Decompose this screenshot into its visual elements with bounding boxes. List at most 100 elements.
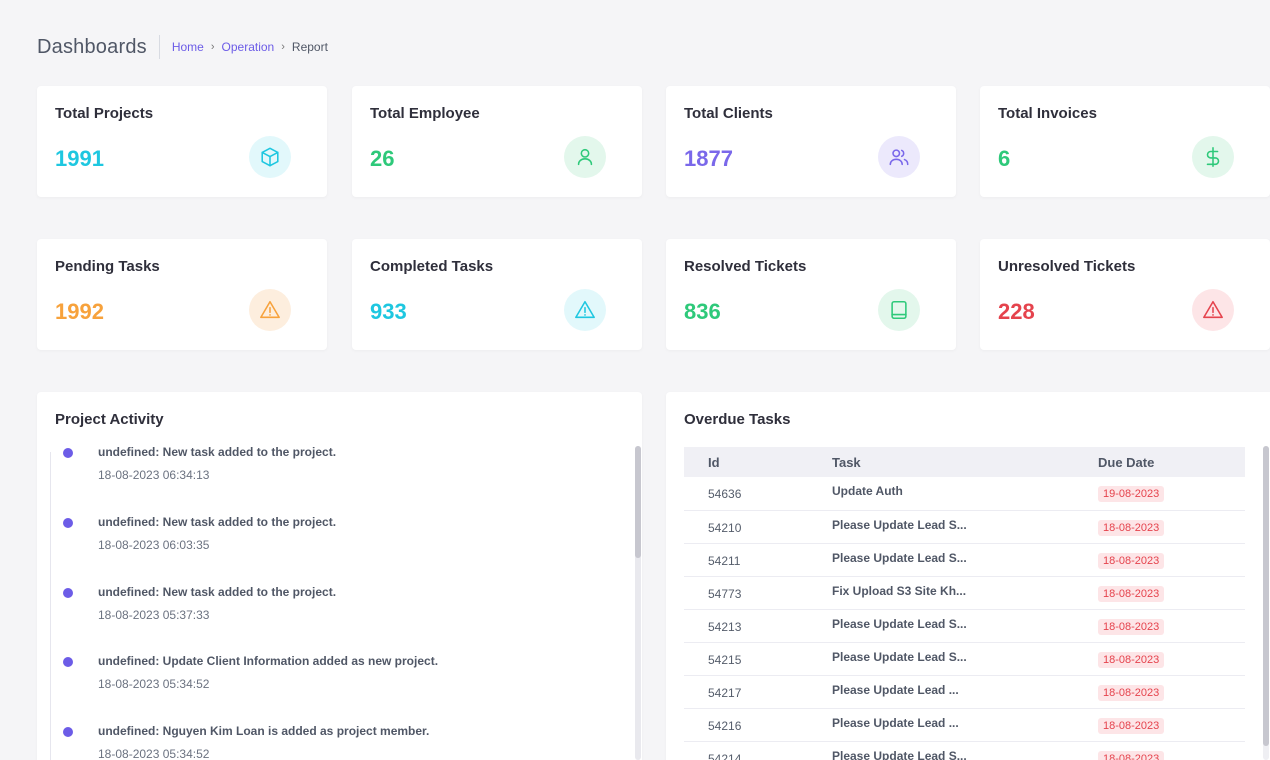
activity-text: undefined: New task added to the project… — [98, 515, 337, 529]
breadcrumb: Home › Operation › Report — [172, 40, 328, 54]
task-name: Update Auth — [808, 477, 1074, 511]
due-date-badge: 18-08-2023 — [1098, 750, 1165, 760]
users-icon — [878, 136, 920, 178]
task-name: Please Update Lead S... — [808, 642, 1074, 676]
stat-label: Total Employee — [370, 105, 480, 122]
project-activity-panel: Project Activity undefined: New task add… — [37, 392, 642, 760]
breadcrumb-operation[interactable]: Operation — [221, 40, 275, 54]
chevron-right-icon: › — [281, 41, 285, 53]
overdue-tasks-panel: Overdue Tasks Id Task Due Date 54636 Upd… — [666, 392, 1270, 760]
due-date-cell: 19-08-2023 — [1074, 477, 1245, 511]
timeline-dot-icon — [63, 657, 73, 667]
stat-label: Completed Tasks — [370, 258, 494, 275]
due-date-badge: 18-08-2023 — [1098, 585, 1165, 602]
overdue-scrollbar[interactable] — [1263, 446, 1269, 760]
task-id: 54215 — [684, 642, 808, 676]
task-id: 54217 — [684, 675, 808, 709]
activity-time: 18-08-2023 06:03:35 — [98, 538, 210, 552]
stat-card-total-invoices[interactable]: Total Invoices 6 — [980, 86, 1270, 197]
activity-scrollbar-thumb[interactable] — [635, 446, 641, 558]
task-name: Fix Upload S3 Site Kh... — [808, 576, 1074, 610]
overdue-tasks-table: Id Task Due Date 54636 Update Auth 19-08… — [684, 447, 1245, 760]
stat-card-total-employee[interactable]: Total Employee 26 — [352, 86, 642, 197]
due-date-badge: 19-08-2023 — [1098, 486, 1165, 502]
task-name: Please Update Lead S... — [808, 741, 1074, 760]
activity-time: 18-08-2023 05:37:33 — [98, 608, 210, 622]
header-divider — [158, 35, 160, 59]
stat-card-resolved-tickets[interactable]: Resolved Tickets 836 — [666, 239, 956, 350]
task-name: Please Update Lead S... — [808, 543, 1074, 577]
task-name: Please Update Lead ... — [808, 675, 1074, 709]
column-header-id[interactable]: Id — [684, 447, 808, 477]
due-date-badge: 18-08-2023 — [1098, 717, 1165, 734]
overdue-tasks-title: Overdue Tasks — [684, 411, 791, 428]
page-header: Dashboards Home › Operation › Report — [37, 34, 328, 60]
column-header-due-date[interactable]: Due Date — [1074, 447, 1245, 477]
stat-card-completed-tasks[interactable]: Completed Tasks 933 — [352, 239, 642, 350]
stat-card-total-clients[interactable]: Total Clients 1877 — [666, 86, 956, 197]
table-row[interactable]: 54636 Update Auth 19-08-2023 — [684, 477, 1245, 511]
stat-card-pending-tasks[interactable]: Pending Tasks 1992 — [37, 239, 327, 350]
warning-icon — [564, 289, 606, 331]
table-row[interactable]: 54210 Please Update Lead S... 18-08-2023 — [684, 510, 1245, 544]
task-id: 54213 — [684, 609, 808, 643]
table-row[interactable]: 54214 Please Update Lead S... 18-08-2023 — [684, 741, 1245, 760]
timeline-dot-icon — [63, 588, 73, 598]
due-date-badge: 18-08-2023 — [1098, 651, 1165, 668]
warning-icon — [249, 289, 291, 331]
task-name: Please Update Lead ... — [808, 708, 1074, 742]
due-date-cell: 18-08-2023 — [1074, 543, 1245, 577]
book-icon — [878, 289, 920, 331]
table-row[interactable]: 54217 Please Update Lead ... 18-08-2023 — [684, 675, 1245, 709]
task-id: 54210 — [684, 510, 808, 544]
task-id: 54773 — [684, 576, 808, 610]
task-id: 54214 — [684, 741, 808, 760]
stat-label: Total Invoices — [998, 105, 1097, 122]
stat-label: Total Clients — [684, 105, 773, 122]
column-header-task[interactable]: Task — [808, 447, 1074, 477]
due-date-cell: 18-08-2023 — [1074, 609, 1245, 643]
project-activity-title: Project Activity — [55, 411, 164, 428]
overdue-scrollbar-thumb[interactable] — [1263, 446, 1269, 746]
stat-label: Resolved Tickets — [684, 258, 807, 275]
due-date-badge: 18-08-2023 — [1098, 618, 1165, 635]
breadcrumb-report: Report — [291, 40, 328, 54]
stat-value: 1991 — [55, 146, 104, 171]
table-row[interactable]: 54773 Fix Upload S3 Site Kh... 18-08-202… — [684, 576, 1245, 610]
stat-value: 6 — [998, 146, 1011, 171]
stat-card-unresolved-tickets[interactable]: Unresolved Tickets 228 — [980, 239, 1270, 350]
timeline-dot-icon — [63, 518, 73, 528]
activity-text: undefined: New task added to the project… — [98, 445, 337, 459]
box-icon — [249, 136, 291, 178]
breadcrumb-home[interactable]: Home — [171, 40, 204, 54]
due-date-cell: 18-08-2023 — [1074, 675, 1245, 709]
activity-text: undefined: New task added to the project… — [98, 585, 337, 599]
timeline-dot-icon — [63, 448, 73, 458]
due-date-cell: 18-08-2023 — [1074, 576, 1245, 610]
timeline-line — [50, 452, 51, 760]
table-row[interactable]: 54211 Please Update Lead S... 18-08-2023 — [684, 543, 1245, 577]
task-id: 54211 — [684, 543, 808, 577]
activity-text: undefined: Update Client Information add… — [98, 654, 439, 668]
table-row[interactable]: 54215 Please Update Lead S... 18-08-2023 — [684, 642, 1245, 676]
stat-value: 228 — [998, 299, 1035, 324]
due-date-cell: 18-08-2023 — [1074, 708, 1245, 742]
stat-value: 1877 — [684, 146, 733, 171]
table-row[interactable]: 54216 Please Update Lead ... 18-08-2023 — [684, 708, 1245, 742]
activity-scrollbar[interactable] — [635, 446, 641, 760]
activity-time: 18-08-2023 05:34:52 — [98, 747, 210, 760]
stat-value: 1992 — [55, 299, 104, 324]
activity-time: 18-08-2023 05:34:52 — [98, 677, 210, 691]
table-row[interactable]: 54213 Please Update Lead S... 18-08-2023 — [684, 609, 1245, 643]
table-header-row: Id Task Due Date — [684, 447, 1245, 477]
due-date-cell: 18-08-2023 — [1074, 642, 1245, 676]
dollar-icon — [1192, 136, 1234, 178]
activity-text: undefined: Nguyen Kim Loan is added as p… — [98, 724, 430, 738]
timeline-dot-icon — [63, 727, 73, 737]
stat-card-total-projects[interactable]: Total Projects 1991 — [37, 86, 327, 197]
due-date-cell: 18-08-2023 — [1074, 510, 1245, 544]
stat-label: Total Projects — [55, 105, 154, 122]
stat-value: 836 — [684, 299, 721, 324]
chevron-right-icon: › — [210, 41, 215, 53]
warning-icon — [1192, 289, 1234, 331]
